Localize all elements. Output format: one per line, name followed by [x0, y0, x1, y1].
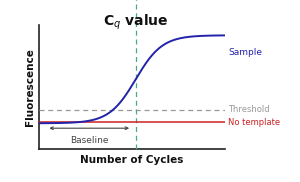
X-axis label: Number of Cycles: Number of Cycles — [80, 155, 184, 165]
Text: No template: No template — [228, 118, 280, 126]
Text: C$_q$ value: C$_q$ value — [103, 13, 169, 32]
Text: Sample: Sample — [228, 48, 262, 57]
Y-axis label: Fluorescence: Fluorescence — [25, 48, 35, 126]
Text: Threshold: Threshold — [228, 105, 270, 114]
Text: Baseline: Baseline — [70, 136, 109, 145]
